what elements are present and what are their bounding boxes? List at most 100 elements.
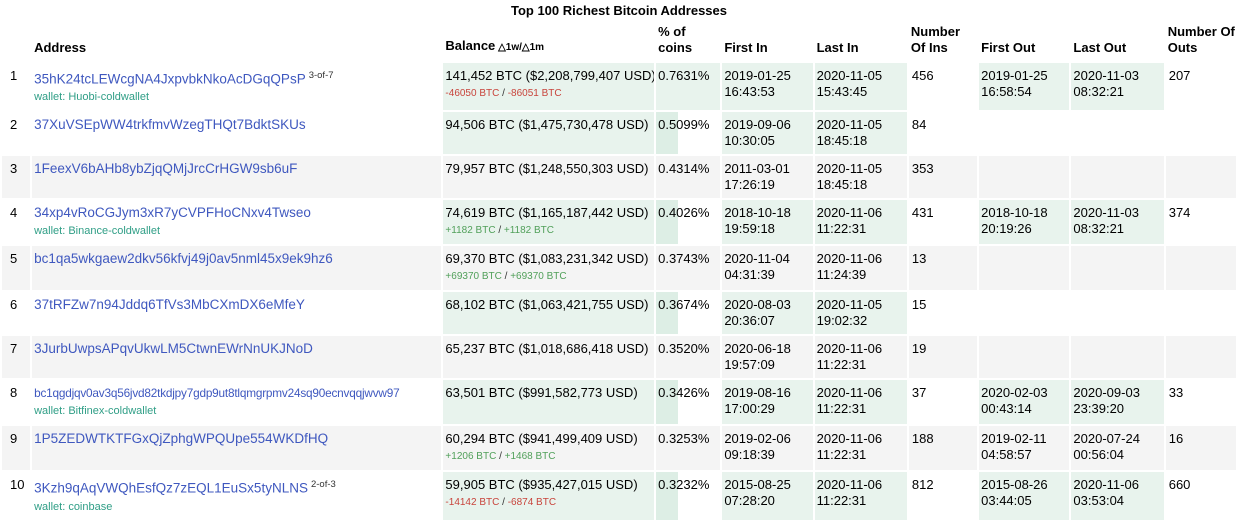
first-out-cell [979, 336, 1070, 379]
balance-value: 60,294 BTC ($941,499,409 USD) [445, 431, 638, 447]
balance-delta: +1206 BTC / +1468 BTC [445, 451, 556, 463]
address-cell: 37tRFZw7n94Jddq6TfVs3MbCXmDX6eMfeY [32, 292, 441, 334]
column-header-rank [2, 22, 30, 61]
address-line: 3Kzh9qAqVWQhEsfQz7zEQL1EuSx5tyNLNS 2-of-3 [34, 477, 439, 496]
address-link[interactable]: 1FeexV6bAHb8ybZjqQMjJrcCrHGW9sb6uF [34, 161, 298, 177]
address-cell: 1FeexV6bAHb8ybZjqQMjJrcCrHGW9sb6uF [32, 156, 442, 199]
wallet-link[interactable]: wallet: coinbase [34, 500, 113, 513]
wallet-link[interactable]: wallet: Huobi-coldwallet [34, 91, 150, 104]
table-row: 5 bc1qa5wkgaew2dkv56kfvj49j0av5nml45x9ek… [2, 246, 1236, 291]
multisig-badge: 2-of-3 [310, 479, 336, 491]
first-out-cell: 2019-02-11 04:58:57 [979, 426, 1070, 471]
number-of-ins-cell: 37 [911, 385, 927, 401]
table-header-row: Address Balance △1w/△1m % of coins First In L… [2, 22, 1236, 61]
address-cell: bc1qa5wkgaew2dkv56kfvj49j0av5nml45x9ek9h… [32, 246, 442, 291]
first-out-cell: 2018-10-18 20:19:26 [979, 200, 1070, 245]
last-out-cell: 2020-11-06 03:53:04 [1071, 472, 1164, 520]
first-in-cell: 2019-09-06 10:30:05 [722, 112, 813, 155]
percent-of-coins-cell: 0.3426% [656, 380, 721, 425]
last-in-cell: 2020-11-05 19:02:32 [814, 292, 907, 335]
address-line: 35hK24tcLEWcgNA4JxpvbkNkoAcDGqQPsP 3-of-7 [34, 68, 439, 87]
number-of-outs-cell [1166, 292, 1236, 334]
last-out-cell: 2020-09-03 23:39:20 [1071, 380, 1164, 425]
rank-cell: 7 [2, 336, 31, 379]
wallet-link[interactable]: wallet: Binance-coldwallet [34, 225, 161, 238]
last-in-cell: 2020-11-06 11:22:31 [814, 200, 907, 245]
last-in-cell: 2020-11-05 18:45:18 [814, 156, 907, 199]
percent-of-coins-cell: 0.7631% [656, 63, 721, 111]
address-link[interactable]: 35hK24tcLEWcgNA4JxpvbkNkoAcDGqQPsP [34, 71, 306, 87]
wallet-link[interactable]: wallet: Bitfinex-coldwallet [34, 405, 157, 418]
percent-of-coins-cell: 0.3674% [656, 292, 721, 335]
column-header-outs: Number Of Outs [1167, 24, 1235, 55]
address-cell: 34xp4vRoCGJym3xR7yCVPFHoCNxv4Twseo walle… [32, 200, 441, 244]
address-link[interactable]: 3JurbUwpsAPqvUkwLM5CtwnEWrNnUKJNoD [34, 341, 313, 357]
rank-cell: 4 [10, 205, 18, 221]
rank-cell: 9 [2, 426, 31, 471]
address-cell: 1P5ZEDWTKTFGxQjZphgWPQUpe554WKDfHQ [32, 426, 442, 471]
balance-value: 141,452 BTC ($2,208,799,407 USD) [445, 68, 655, 83]
address-link[interactable]: bc1qgdjqv0av3q56jvd82tkdjpy7gdp9ut8tlqmg… [34, 386, 400, 401]
balance-cell: 74,619 BTC ($1,165,187,442 USD) +1182 BT… [443, 200, 655, 245]
last-in-cell: 2020-11-06 11:24:39 [814, 246, 907, 291]
column-header-pct: % of coins [658, 24, 693, 55]
first-out-cell [979, 246, 1070, 291]
address-cell: 35hK24tcLEWcgNA4JxpvbkNkoAcDGqQPsP 3-of-7… [32, 63, 441, 110]
table-row: 7 3JurbUwpsAPqvUkwLM5CtwnEWrNnUKJNoD 65,… [2, 336, 1236, 379]
column-header-balance: Balance △1w/△1m [445, 38, 545, 53]
percent-of-coins-cell: 0.3520% [656, 336, 721, 379]
balance-value: 74,619 BTC ($1,165,187,442 USD) [445, 205, 649, 221]
address-line: bc1qa5wkgaew2dkv56kfvj49j0av5nml45x9ek9h… [34, 251, 439, 267]
first-out-cell: 2020-02-03 00:43:14 [979, 380, 1070, 425]
number-of-ins-cell: 456 [911, 68, 934, 83]
number-of-ins-cell: 353 [908, 156, 978, 199]
richest-addresses-table: Address Balance △1w/△1m % of coins First In L… [0, 20, 1238, 522]
table-row: 3 1FeexV6bAHb8ybZjqQMjJrcCrHGW9sb6uF 79,… [2, 156, 1236, 199]
last-out-cell: 2020-11-03 08:32:21 [1071, 200, 1164, 245]
percent-of-coins-cell: 0.4026% [656, 200, 721, 245]
wallet-line: wallet: Bitfinex-coldwallet [34, 402, 439, 419]
balance-delta: -46050 BTC / -86051 BTC [445, 88, 562, 99]
wallet-line: wallet: Binance-coldwallet [34, 222, 439, 239]
address-link[interactable]: 3Kzh9qAqVWQhEsfQz7zEQL1EuSx5tyNLNS [34, 480, 308, 496]
balance-value: 68,102 BTC ($1,063,421,755 USD) [445, 297, 649, 313]
first-out-cell [979, 112, 1069, 154]
address-link[interactable]: 1P5ZEDWTKTFGxQjZphgWPQUpe554WKDfHQ [34, 431, 329, 447]
first-in-cell: 2019-02-06 09:18:39 [722, 426, 813, 471]
address-line: bc1qgdjqv0av3q56jvd82tkdjpy7gdp9ut8tlqmg… [34, 385, 439, 401]
last-in-cell: 2020-11-06 11:22:31 [814, 380, 907, 425]
column-header-ins: Number Of Ins [910, 24, 961, 55]
address-link[interactable]: 37tRFZw7n94Jddq6TfVs3MbCXmDX6eMfeY [34, 297, 305, 313]
multisig-badge: 3-of-7 [308, 70, 334, 81]
last-in-cell: 2020-11-06 11:22:31 [814, 426, 907, 471]
balance-value: 65,237 BTC ($1,018,686,418 USD) [445, 341, 649, 357]
balance-value: 63,501 BTC ($991,582,773 USD) [445, 385, 638, 401]
first-in-cell: 2019-01-25 16:43:53 [722, 63, 813, 111]
balance-cell: 68,102 BTC ($1,063,421,755 USD) [443, 292, 655, 335]
rank-cell: 8 [10, 385, 18, 401]
percent-of-coins-cell: 0.5099% [656, 112, 721, 155]
address-line: 37tRFZw7n94Jddq6TfVs3MbCXmDX6eMfeY [34, 297, 439, 313]
address-cell: 3Kzh9qAqVWQhEsfQz7zEQL1EuSx5tyNLNS 2-of-3… [32, 472, 441, 519]
number-of-outs-cell: 660 [1168, 477, 1191, 493]
address-line: 1P5ZEDWTKTFGxQjZphgWPQUpe554WKDfHQ [34, 431, 439, 447]
number-of-outs-cell: 33 [1168, 385, 1184, 401]
balance-delta: +69370 BTC / +69370 BTC [445, 271, 567, 283]
first-in-cell: 2019-08-16 17:00:29 [722, 380, 813, 425]
last-out-cell [1071, 336, 1164, 379]
table-row: 6 37tRFZw7n94Jddq6TfVs3MbCXmDX6eMfeY 68,… [2, 292, 1236, 335]
address-link[interactable]: bc1qa5wkgaew2dkv56kfvj49j0av5nml45x9ek9h… [34, 251, 333, 267]
table-row: 8 bc1qgdjqv0av3q56jvd82tkdjpy7gdp9ut8tlq… [2, 380, 1236, 425]
address-link[interactable]: 34xp4vRoCGJym3xR7yCVPFHoCNxv4Twseo [34, 205, 311, 221]
percent-of-coins-cell: 0.4314% [656, 156, 721, 199]
last-out-cell: 2020-11-03 08:32:21 [1071, 63, 1164, 111]
address-link[interactable]: 37XuVSEpWW4trkfmvWzegTHQt7BdktSKUs [34, 117, 306, 133]
table-row: 9 1P5ZEDWTKTFGxQjZphgWPQUpe554WKDfHQ 60,… [2, 426, 1236, 471]
number-of-ins-cell: 431 [911, 205, 934, 221]
table-row: 10 3Kzh9qAqVWQhEsfQz7zEQL1EuSx5tyNLNS 2-o… [2, 472, 1236, 520]
address-cell: bc1qgdjqv0av3q56jvd82tkdjpy7gdp9ut8tlqmg… [32, 380, 441, 424]
number-of-outs-cell [1166, 112, 1236, 154]
rank-cell: 2 [10, 117, 18, 133]
number-of-outs-cell: 207 [1168, 68, 1191, 83]
number-of-outs-cell [1165, 246, 1236, 291]
